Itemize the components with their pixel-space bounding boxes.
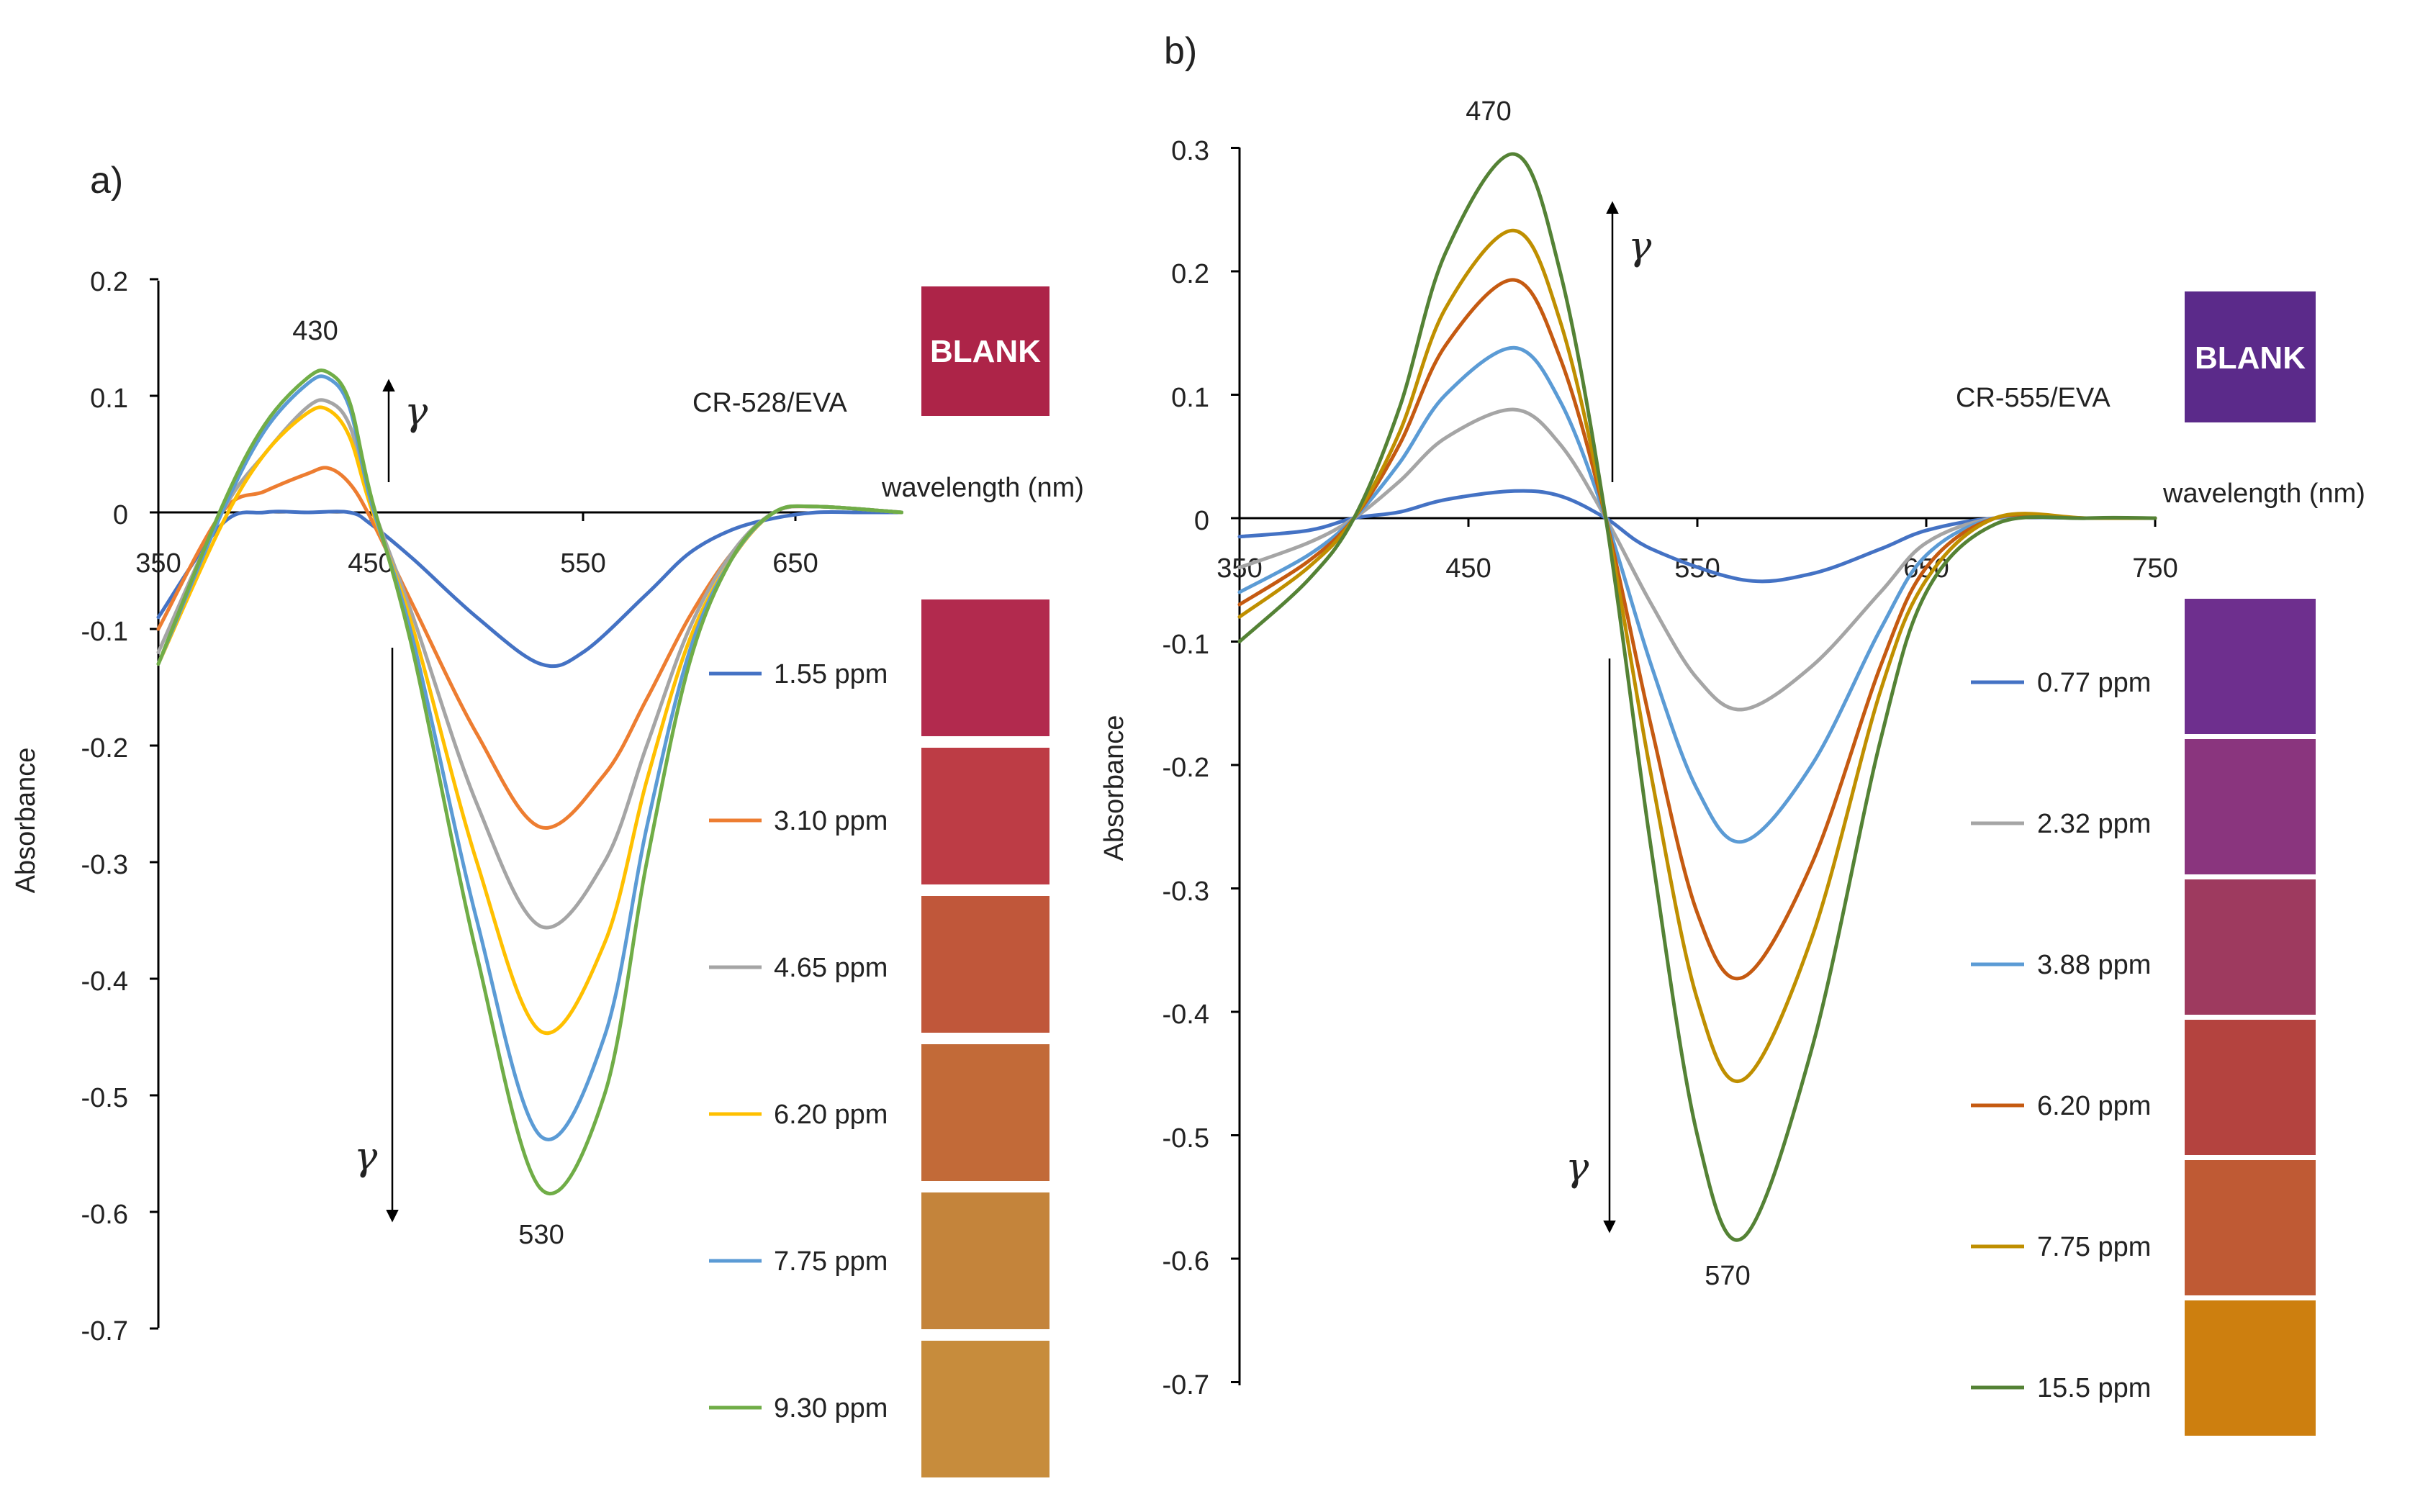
panel-b-legend-label: 6.20 ppm [2037,1091,2151,1121]
panel-b-ytick: -0.5 [1163,1123,1209,1154]
panel-a-legend: 1.55 ppm 3.10 ppm 4.65 ppm 6.20 ppm 7.75 ppm… [709,599,1049,1477]
panel-b-series-line-2 [1237,407,2157,712]
panel-b-down-gamma: γ [1566,1144,1589,1190]
panel-b-ytick: 0.1 [1171,383,1209,413]
panel-a-series-line-1 [156,510,903,669]
panel-b-label: b) [1164,30,1197,72]
panel-a-up-gamma: γ [405,389,428,434]
panel-a-xtick: 350 [135,548,181,579]
panel-a-color-swatch [921,1192,1049,1329]
panel-a-ytick: 0.1 [90,384,128,414]
panel-a-color-swatch [921,896,1049,1033]
panel-b-peak-min-label: 570 [1705,1261,1750,1291]
panel-a-ytick: -0.1 [81,617,128,647]
panel-b-y-tick-marks [1231,147,1240,1383]
panel-a-peak-min-label: 530 [518,1220,564,1250]
panel-b-legend-label: 2.32 ppm [2037,809,2151,839]
panel-b-ytick: -0.6 [1163,1246,1209,1277]
panel-b-xtick: 450 [1445,553,1491,584]
panel-a-legend-label: 3.10 ppm [774,806,888,836]
panel-a-ytick: -0.6 [81,1200,128,1230]
panel-a-series [156,368,903,1196]
panel-b-ytick: -0.3 [1163,877,1209,907]
panel-b-series-line-5 [1237,228,2157,1083]
panel-a-color-swatch [921,1044,1049,1181]
panel-a-legend-label: 9.30 ppm [774,1393,888,1423]
panel-a-legend-label: 1.55 ppm [774,659,888,689]
panel-a-x-ticks: 350 450 550 650 [135,548,818,579]
panel-b-ytick: 0.2 [1171,259,1209,289]
panel-a-y-axis-label: Absorbance [11,748,41,894]
panel-a-ytick: 0 [113,500,128,530]
panel-a-legend-label: 6.20 ppm [774,1100,888,1130]
panel-a-xtick: 550 [560,548,605,579]
panel-a-x-axis-label: wavelength (nm) [881,473,1084,503]
panel-b-sample-label: CR-555/EVA [1956,383,2111,413]
panel-b-series-line-1 [1237,489,2157,584]
panel-a-legend-label: 7.75 ppm [774,1246,888,1277]
panel-b-y-axis-label: Absorbance [1099,715,1129,861]
panel-b-color-swatch [2185,1300,2316,1436]
panel-a-series-line-3 [156,398,903,930]
panel-b-ytick: 0.3 [1171,136,1209,166]
panel-b-ytick: 0 [1194,506,1209,536]
panel-a-series-line-2 [156,466,903,830]
panel-b-legend-label: 7.75 ppm [2037,1232,2151,1262]
panel-b-color-swatch [2185,1160,2316,1295]
panel-a-ytick: -0.7 [81,1316,128,1346]
panel-b: b) Absorbance 0.3 0.2 0.1 0 -0.1 -0.2 -0… [1099,30,2365,1436]
panel-b-xtick: 750 [2132,553,2177,584]
panel-a-color-swatch [921,599,1049,736]
panel-b-blank-swatch [2185,291,2316,422]
panel-b-legend-label: 3.88 ppm [2037,950,2151,980]
panel-b-series-line-6 [1237,152,2157,1242]
panel-b-series [1237,152,2157,1242]
panel-a-sample-label: CR-528/EVA [692,388,847,418]
panel-b-color-swatch [2185,879,2316,1015]
panel-b-x-axis-label: wavelength (nm) [2162,479,2365,509]
panel-b-legend: 0.77 ppm 2.32 ppm 3.88 ppm 6.20 ppm 7.75 ppm… [1971,599,2316,1436]
panel-a-ytick: -0.2 [81,733,128,764]
panel-b-peak-max-label: 470 [1466,96,1511,127]
panel-a-xtick: 650 [772,548,818,579]
panel-a-label: a) [90,160,123,202]
panel-b-series-line-4 [1237,278,2157,981]
panel-b-color-swatch [2185,739,2316,874]
panel-b-color-swatch [2185,599,2316,734]
panel-a-ytick: -0.3 [81,850,128,880]
panel-b-series-line-3 [1237,345,2157,844]
panel-a-color-swatch [921,1341,1049,1477]
panel-a-peak-max-label: 430 [292,316,338,346]
panel-b-ytick: -0.1 [1163,630,1209,660]
panel-b-y-ticks: 0.3 0.2 0.1 0 -0.1 -0.2 -0.3 -0.4 -0.5 -… [1163,136,1209,1400]
panel-a-legend-label: 4.65 ppm [774,953,888,983]
panel-a-blank-label: BLANK [930,334,1041,369]
panel-b-ytick: -0.4 [1163,1000,1209,1030]
panel-a-color-swatch [921,748,1049,884]
panel-a-ytick: -0.5 [81,1083,128,1113]
panel-a-y-ticks: 0.2 0.1 0 -0.1 -0.2 -0.3 -0.4 -0.5 -0.6 … [81,267,128,1346]
panel-a-ytick: -0.4 [81,966,128,997]
panel-b-legend-label: 15.5 ppm [2037,1373,2151,1403]
panel-a-ytick: 0.2 [90,267,128,297]
panel-a-down-gamma: γ [354,1133,378,1179]
panel-b-up-gamma: γ [1628,223,1652,268]
panel-a: a) Absorbance 0.2 0.1 0 -0.1 -0.2 -0.3 -… [11,160,1084,1477]
panel-b-blank-label: BLANK [2195,340,2306,376]
panel-b-color-swatch [2185,1020,2316,1155]
panel-a-blank-swatch [921,286,1049,416]
panel-b-ytick: -0.2 [1163,753,1209,783]
panel-a-series-line-4 [156,405,903,1035]
panel-b-legend-label: 0.77 ppm [2037,668,2151,698]
panel-a-series-line-6 [156,368,903,1196]
panel-b-ytick: -0.7 [1163,1370,1209,1400]
panel-a-y-tick-marks [150,278,158,1330]
